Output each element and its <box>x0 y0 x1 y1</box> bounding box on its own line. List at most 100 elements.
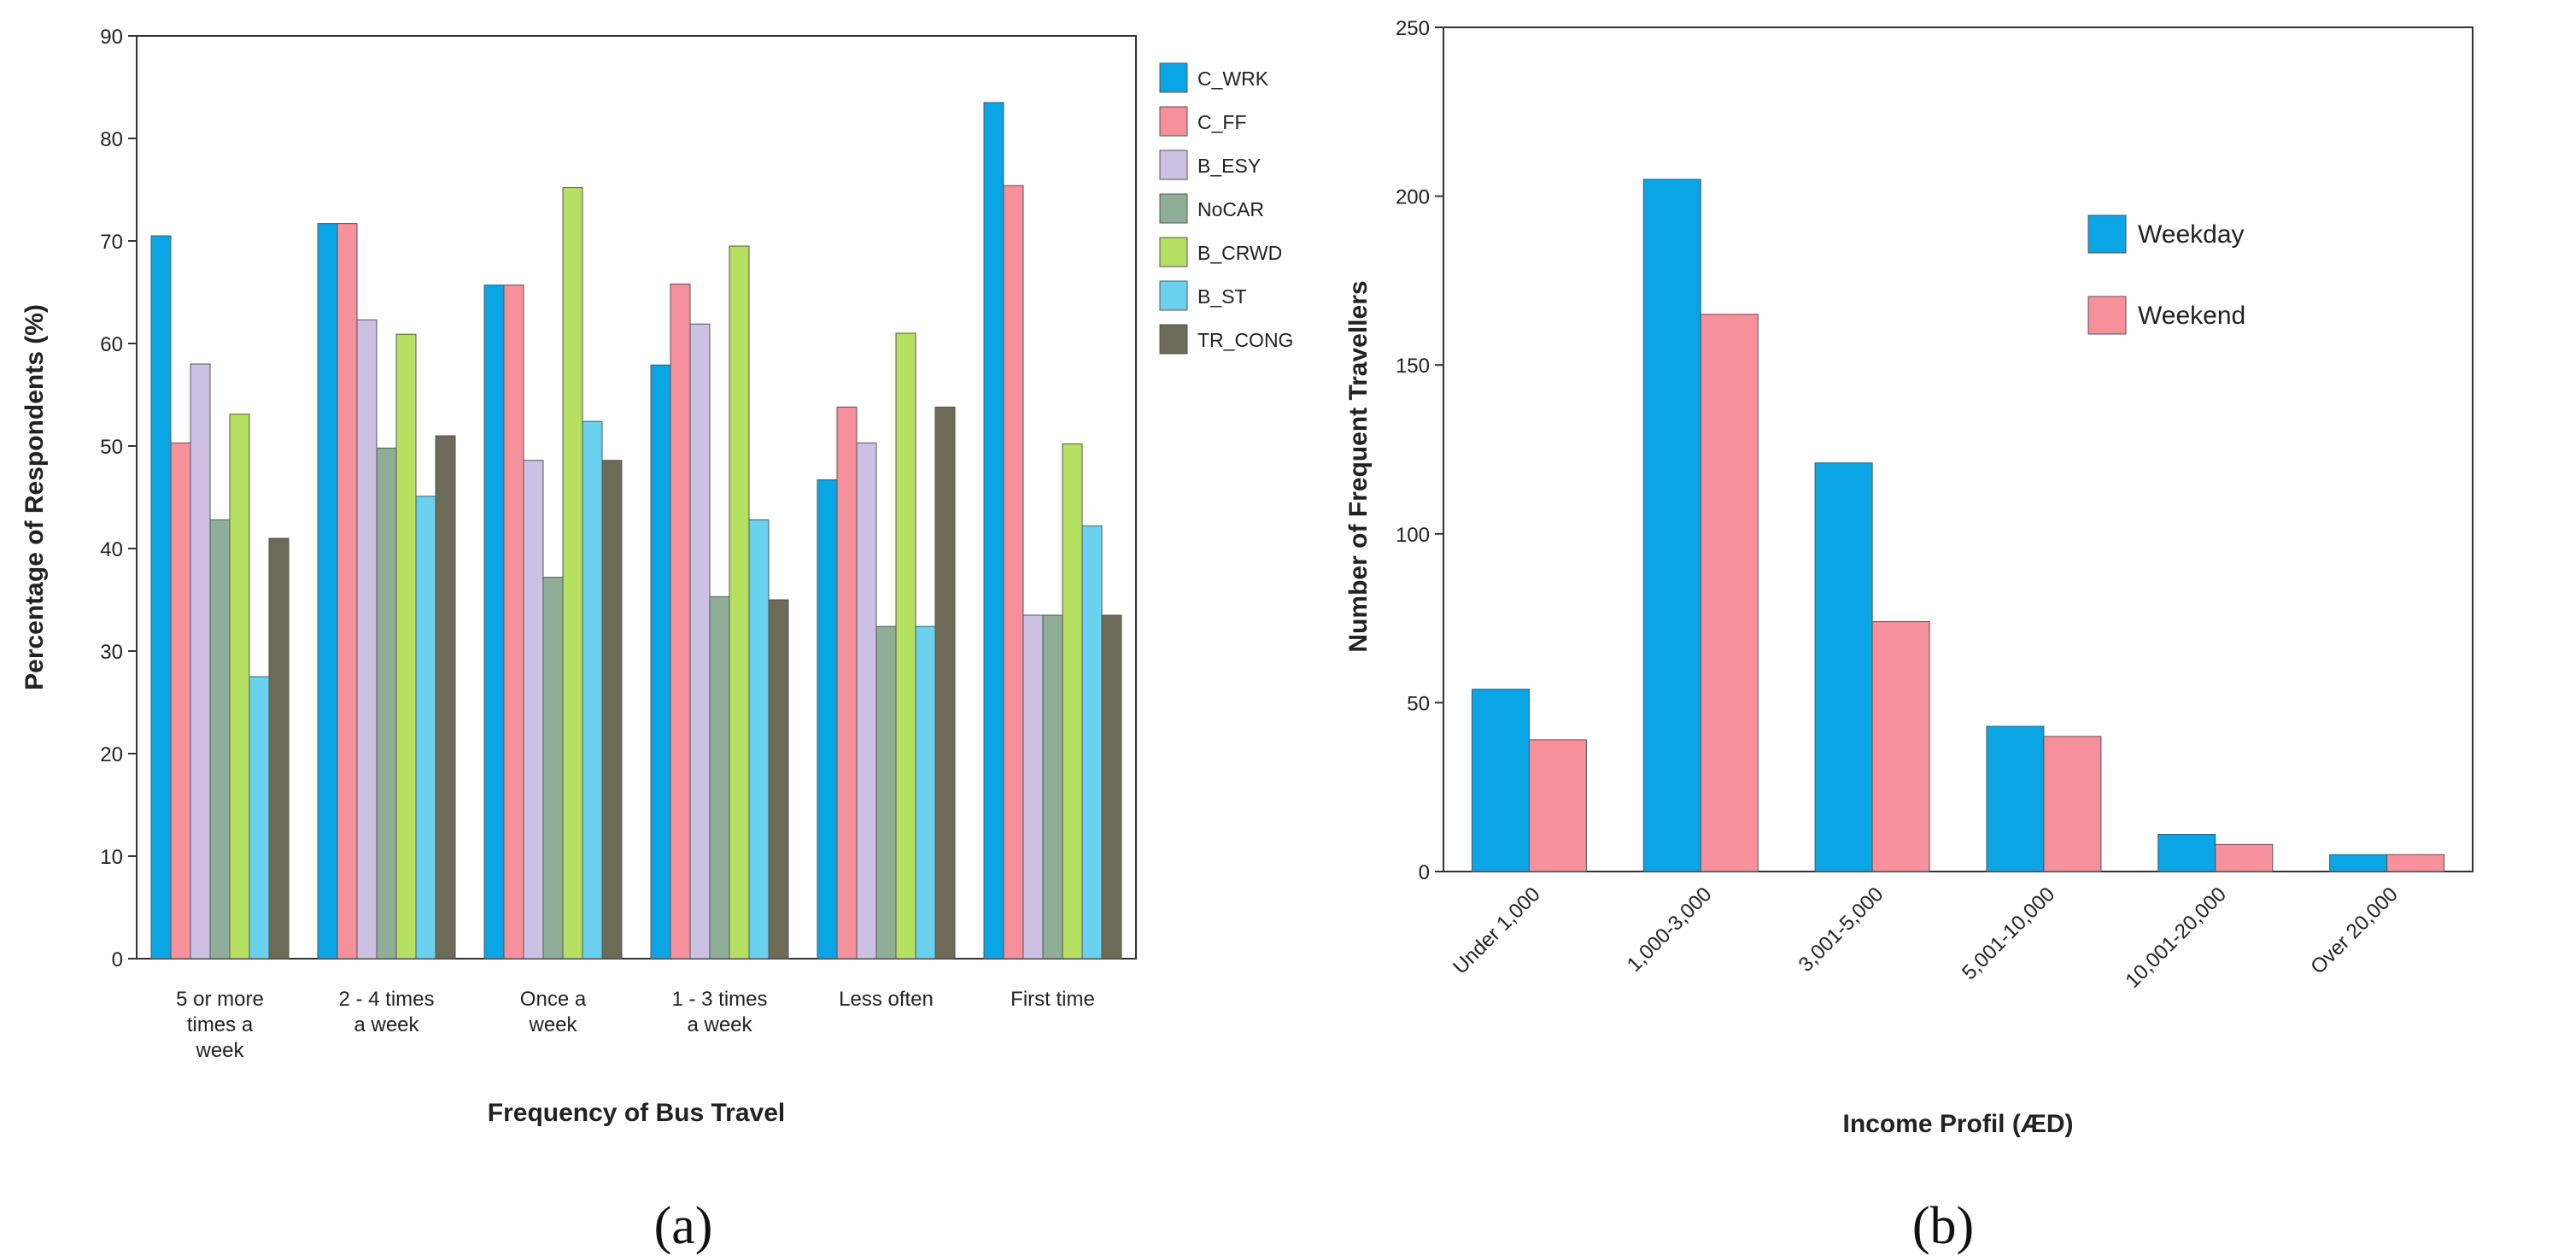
bar-b-crwd-2 <box>562 187 583 960</box>
bar-c-wrk-5 <box>983 102 1004 960</box>
bar-b-crwd-1 <box>395 333 417 960</box>
bar-c-ff-2 <box>503 285 524 960</box>
chart-b: 0 50 100 150 200 250 Number of Frequent Travel… <box>1344 17 2474 1255</box>
bar-c-wrk-4 <box>817 479 838 960</box>
legend-swatch-b-esy <box>1159 150 1188 180</box>
bar-tr-cong-2 <box>601 460 623 960</box>
bar-nocar-1 <box>376 447 397 960</box>
legend-swatch-c-ff <box>1159 106 1188 137</box>
legend-label-b-crwd: B_CRWD <box>1197 242 1282 264</box>
bar-c-wrk-0 <box>150 235 172 960</box>
bar-weekday-2 <box>1814 462 1873 872</box>
bar-b-esy-5 <box>1022 614 1044 960</box>
caption-b: (b) <box>1912 1197 1974 1255</box>
x-tick-label: Under 1,000 <box>1449 883 1544 978</box>
legend-label-weekday: Weekday <box>2138 220 2245 249</box>
x-axis-title: Income Profil (ÆD) <box>1842 1110 2073 1138</box>
bar-c-ff-5 <box>1003 185 1024 960</box>
legend-swatch-weekend <box>2087 296 2127 335</box>
legend-label-b-st: B_ST <box>1197 285 1247 308</box>
bar-weekday-4 <box>2157 834 2216 872</box>
y-axis-title: Number of Frequent Travellers <box>1344 280 1373 652</box>
x-tick-label: 1,000-3,000 <box>1623 883 1717 977</box>
y-tick-label: 30 <box>100 641 123 664</box>
x-tick-label: Over 20,000 <box>2306 883 2402 978</box>
y-tick-label: 0 <box>112 948 123 971</box>
bar-c-ff-1 <box>337 223 358 960</box>
bar-tr-cong-0 <box>268 537 290 960</box>
plot-area-frame <box>136 35 1137 960</box>
bar-tr-cong-4 <box>934 406 956 960</box>
y-tick-label: 200 <box>1396 186 1430 209</box>
bar-b-esy-4 <box>856 442 877 960</box>
bar-b-st-1 <box>415 496 436 960</box>
x-tick-label: week <box>528 1013 577 1036</box>
y-tick-label: 10 <box>100 846 123 869</box>
y-tick-label: 50 <box>100 436 123 459</box>
bar-b-crwd-4 <box>895 332 916 960</box>
legend-swatch-nocar <box>1159 193 1188 224</box>
x-tick-label: 2 - 4 times <box>338 988 434 1011</box>
y-axis-title: Percentage of Respondents (%) <box>20 304 49 690</box>
x-tick-label: 10,001-20,000 <box>2121 883 2231 993</box>
bar-b-st-0 <box>249 676 270 960</box>
y-tick-label: 20 <box>100 743 123 766</box>
bar-weekday-0 <box>1471 689 1530 872</box>
bar-c-ff-4 <box>836 406 858 960</box>
bar-weekend-5 <box>2386 854 2445 872</box>
plot-area-frame <box>1443 26 2474 872</box>
y-tick-label: 250 <box>1396 17 1430 40</box>
bar-b-st-2 <box>582 420 603 960</box>
bar-tr-cong-3 <box>768 599 789 960</box>
bar-c-ff-3 <box>670 283 691 960</box>
bar-weekend-3 <box>2043 736 2102 872</box>
x-tick-label: a week <box>354 1013 419 1036</box>
bar-b-esy-0 <box>190 363 211 960</box>
legend-swatch-b-crwd <box>1159 237 1188 267</box>
y-tick-label: 100 <box>1396 524 1430 547</box>
x-tick-label: 1 - 3 times <box>671 988 767 1011</box>
bar-weekend-1 <box>1700 314 1759 872</box>
bar-c-wrk-2 <box>483 285 505 960</box>
bar-weekend-0 <box>1528 739 1587 872</box>
legend-label-nocar: NoCAR <box>1197 198 1264 220</box>
bar-weekend-2 <box>1871 621 1930 872</box>
legend-swatch-c-wrk <box>1159 62 1188 93</box>
y-tick-label: 70 <box>100 231 123 254</box>
x-tick-label: First time <box>1010 988 1095 1011</box>
bar-b-crwd-3 <box>729 245 750 960</box>
y-tick-label: 150 <box>1396 355 1430 378</box>
bar-b-st-4 <box>915 625 936 960</box>
bar-nocar-3 <box>709 596 730 960</box>
bar-nocar-5 <box>1042 614 1063 960</box>
x-tick-label: week <box>195 1039 244 1062</box>
bar-c-ff-0 <box>170 442 191 960</box>
bar-weekday-3 <box>1986 725 2045 872</box>
bar-nocar-0 <box>209 519 231 960</box>
legend-label-c-wrk: C_WRK <box>1197 67 1269 90</box>
bar-nocar-4 <box>875 625 897 960</box>
bar-b-crwd-0 <box>229 414 250 960</box>
y-tick-label: 60 <box>100 333 123 356</box>
x-tick-label: Once a <box>520 988 587 1011</box>
x-tick-label: a week <box>687 1013 752 1036</box>
legend-label-tr-cong: TR_CONG <box>1197 329 1293 351</box>
y-tick-label: 0 <box>1419 861 1430 884</box>
x-tick-label: Less often <box>839 988 934 1011</box>
legend-label-weekend: Weekend <box>2138 302 2245 330</box>
y-tick-label: 80 <box>100 128 123 151</box>
bar-weekday-1 <box>1642 179 1701 872</box>
chart-a: 0 10 20 30 40 50 60 70 80 90 Percentage of Respond… <box>20 26 1293 1255</box>
bar-b-esy-1 <box>356 319 378 960</box>
x-axis-title: Frequency of Bus Travel <box>488 1099 785 1127</box>
bar-weekend-4 <box>2215 843 2274 872</box>
bar-weekday-5 <box>2329 854 2388 872</box>
legend-label-b-esy: B_ESY <box>1197 155 1261 177</box>
x-tick-label: 5 or more <box>176 988 264 1011</box>
y-tick-label: 90 <box>100 26 123 49</box>
y-tick-label: 40 <box>100 538 123 561</box>
bar-tr-cong-5 <box>1101 614 1122 960</box>
bar-b-esy-3 <box>689 323 711 960</box>
bar-c-wrk-3 <box>650 364 671 960</box>
